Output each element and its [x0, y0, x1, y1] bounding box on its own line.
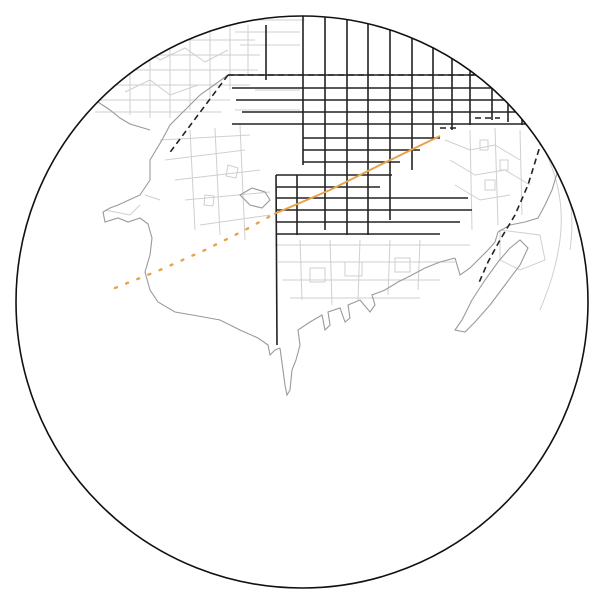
base-street: [539, 139, 562, 311]
coastline-layer: [94, 74, 566, 397]
base-street: [230, 19, 305, 46]
boundary-west: [167, 74, 229, 156]
base-street: [129, 25, 249, 118]
boundary-east: [477, 129, 546, 286]
boundary-inner: [440, 117, 500, 129]
base-street: [469, 127, 523, 231]
coastline-spit: [454, 239, 529, 333]
base-street: [499, 229, 546, 271]
coastline-inlet: [239, 187, 271, 209]
base-street: [299, 239, 421, 306]
highlighted-route-layer: [113, 135, 441, 290]
coastline-north-west: [94, 99, 151, 131]
base-street: [189, 124, 246, 241]
base-street: [159, 134, 271, 226]
coastline-pier-1: [279, 257, 456, 397]
base-street: [104, 194, 161, 216]
base-street: [430, 24, 516, 73]
street-grid-layer: [228, 16, 540, 346]
base-street: [275, 244, 470, 299]
route-solid-segment: [273, 135, 441, 215]
base-streets-layer: [95, 19, 573, 311]
base-street: [309, 257, 411, 283]
map-frame-circle: [15, 15, 589, 589]
grid-street-vertical: [275, 174, 278, 346]
base-street: [444, 139, 531, 201]
coastline-pier-2: [454, 231, 499, 276]
base-street: [95, 39, 260, 113]
coastline-west: [102, 74, 281, 357]
route-dotted-segment: [113, 212, 276, 290]
base-street: [203, 164, 239, 207]
base-street: [479, 139, 509, 191]
